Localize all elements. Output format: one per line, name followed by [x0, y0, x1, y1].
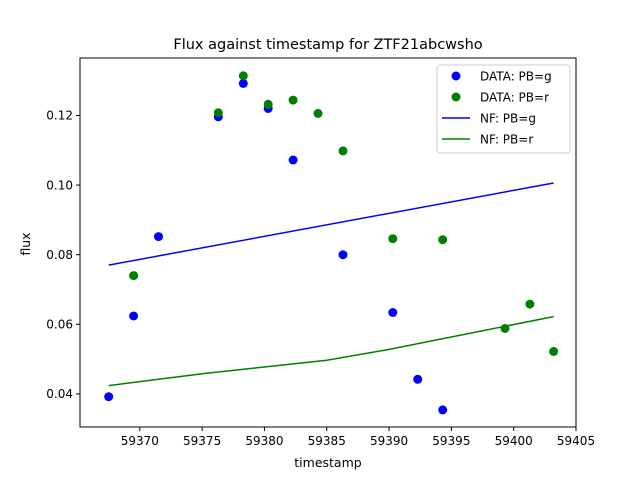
x-tick-label: 59375: [183, 434, 221, 448]
y-axis-label: flux: [18, 232, 33, 255]
data-point-data-pb-r: [238, 71, 248, 81]
x-tick-label: 59370: [121, 434, 159, 448]
x-tick-label: 59385: [308, 434, 346, 448]
x-tick-label: 59395: [432, 434, 470, 448]
data-point-data-pb-r: [213, 108, 223, 118]
data-point-data-pb-g: [154, 232, 163, 242]
data-point-data-pb-r: [338, 146, 348, 156]
data-point-data-pb-r: [500, 324, 510, 333]
data-point-data-pb-r: [438, 235, 448, 245]
plot-area: [104, 71, 559, 415]
data-point-data-pb-g: [238, 78, 248, 88]
data-point-data-pb-g: [104, 392, 114, 402]
legend-box: [436, 64, 571, 154]
y-tick-label: 0.10: [46, 178, 73, 192]
data-point-data-pb-r: [388, 234, 398, 244]
legend-label: DATA: PB=r: [480, 90, 549, 104]
legend-label: DATA: PB=g: [480, 69, 552, 83]
data-point-data-pb-r: [313, 108, 323, 118]
y-tick-label: 0.12: [46, 109, 73, 123]
x-tick-label: 59405: [557, 434, 595, 448]
legend-marker: [451, 92, 461, 102]
data-point-data-pb-g: [129, 311, 139, 321]
y-tick-label: 0.08: [46, 248, 73, 262]
y-axis-ticks: 0.04 0.06 0.08 0.10 0.12: [46, 109, 80, 401]
x-tick-label: 59400: [495, 434, 533, 448]
data-point-data-pb-g: [288, 155, 298, 165]
data-point-data-pb-r: [549, 347, 559, 356]
data-point-data-pb-r: [263, 99, 273, 109]
legend-label: NF: PB=g: [480, 111, 536, 125]
data-point-data-pb-r: [288, 95, 298, 105]
legend-marker: [451, 71, 461, 81]
data-point-data-pb-g: [338, 250, 348, 260]
data-point-data-pb-g: [413, 374, 423, 384]
chart-title: Flux against timestamp for ZTF21abcwsho: [173, 37, 482, 53]
data-point-data-pb-g: [388, 308, 398, 317]
x-axis-ticks: 59370 59375 59380 59385 59390 59395 59400 59405: [121, 427, 595, 448]
legend-label: NF: PB=r: [480, 132, 533, 146]
plot-frame: [79, 57, 577, 428]
x-tick-label: 59380: [245, 434, 283, 448]
legend: DATA: PB=g DATA: PB=r NF: PB=g NF: PB=r: [436, 64, 571, 154]
data-point-data-pb-r: [129, 271, 139, 281]
x-tick-label: 59390: [370, 434, 408, 448]
series-line-nf-pb-r: [108, 315, 554, 387]
x-axis-label: timestamp: [294, 455, 361, 470]
series-line-nf-pb-g: [108, 182, 554, 266]
y-tick-label: 0.04: [46, 387, 73, 401]
data-point-data-pb-r: [525, 299, 535, 309]
y-tick-label: 0.06: [46, 318, 73, 332]
data-point-data-pb-g: [438, 405, 448, 415]
